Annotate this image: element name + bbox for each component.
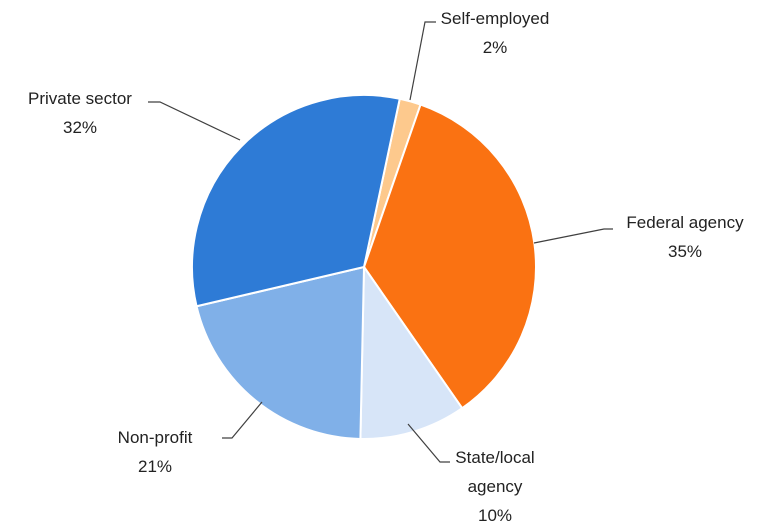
- category-label: Private sector: [28, 89, 132, 108]
- category-label: State/local agency: [455, 448, 535, 496]
- value-label: 10%: [477, 506, 513, 525]
- slice-label: Federal agency 35%: [605, 208, 762, 266]
- value-label: 35%: [667, 242, 703, 261]
- value-label: 32%: [62, 118, 98, 137]
- leader-line: [148, 101, 241, 141]
- leader-line: [222, 401, 263, 439]
- leader-line: [533, 228, 613, 244]
- leader-line: [409, 21, 436, 101]
- pie-slice: [195, 265, 366, 440]
- slice-label: Non-profit 21%: [95, 423, 215, 481]
- category-label: Self-employed: [440, 9, 550, 28]
- category-label: Non-profit: [117, 428, 193, 447]
- value-label: 2%: [482, 38, 508, 57]
- slice-label: State/local agency 10%: [445, 443, 545, 525]
- value-label: 21%: [137, 457, 173, 476]
- slice-label: Private sector 32%: [0, 84, 160, 142]
- category-label: Federal agency: [626, 213, 744, 232]
- leader-line: [407, 423, 450, 463]
- pie-slice: [191, 94, 401, 308]
- pie-slice: [362, 103, 537, 410]
- slice-label: Self-employed 2%: [425, 4, 565, 62]
